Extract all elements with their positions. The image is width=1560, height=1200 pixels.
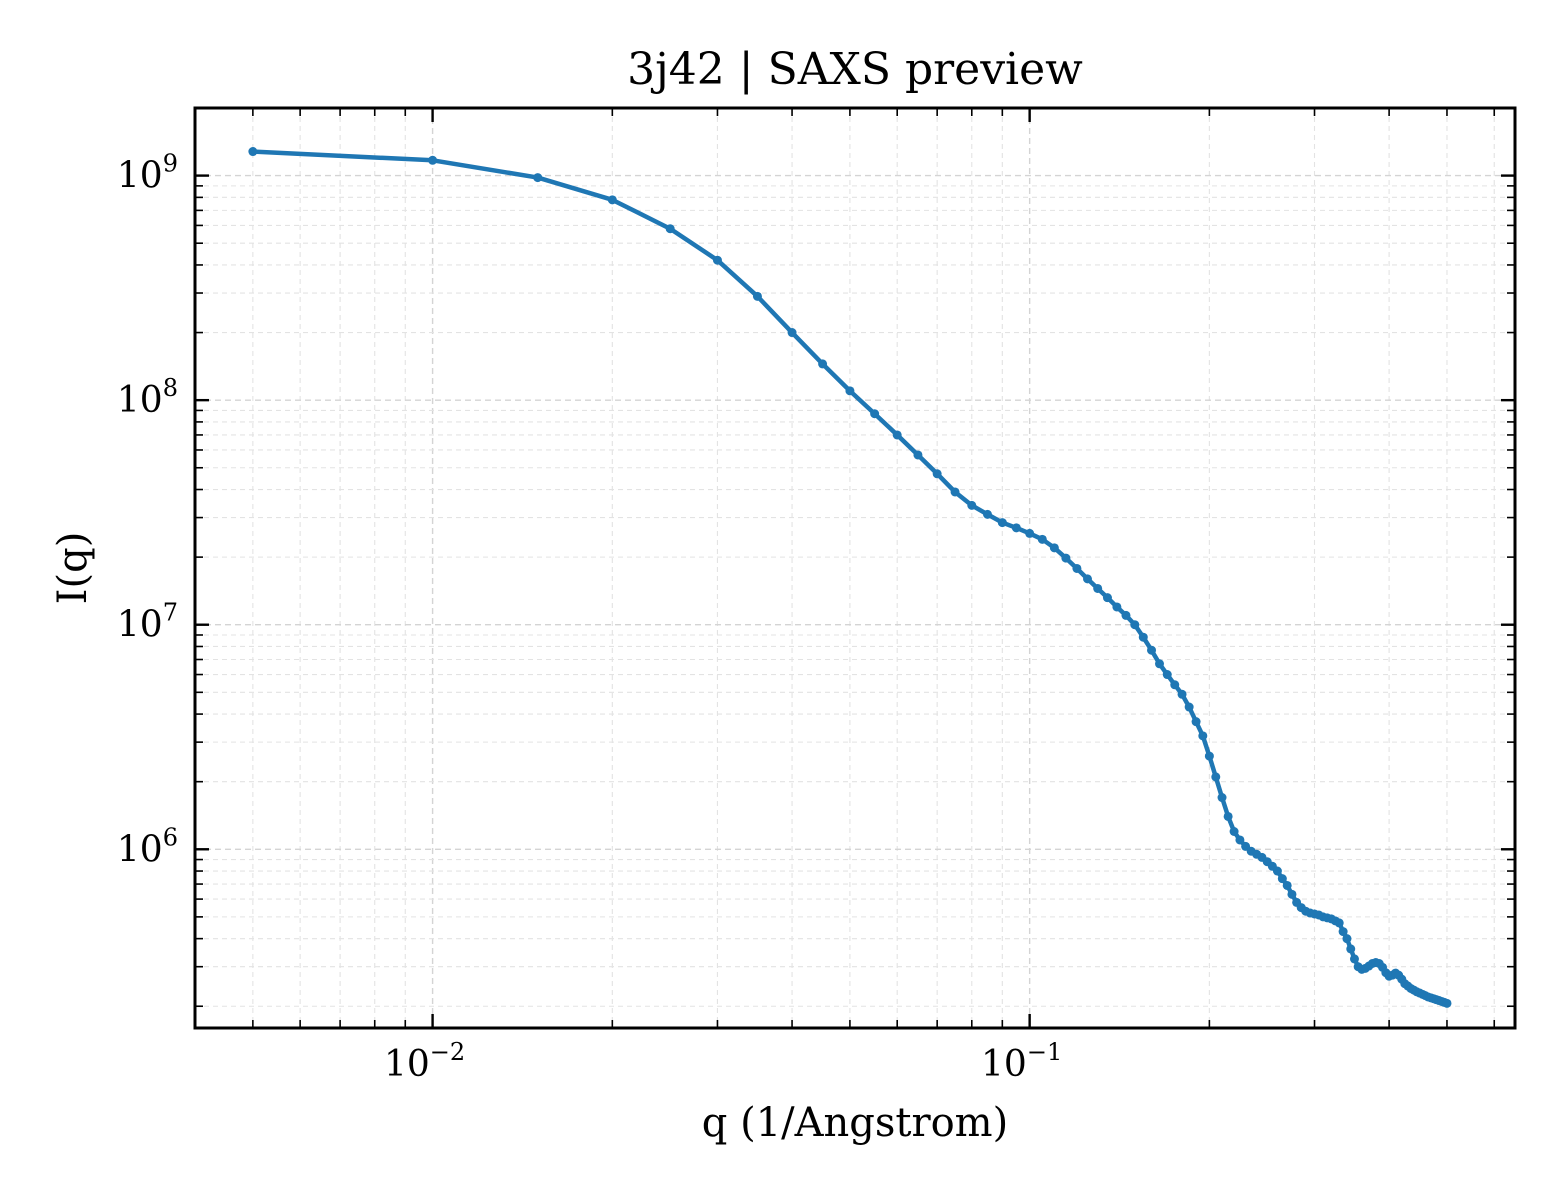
data-point <box>1155 659 1164 669</box>
data-point <box>1037 534 1047 544</box>
data-point <box>983 509 993 519</box>
data-point <box>1342 934 1352 944</box>
data-point <box>1061 553 1071 563</box>
data-point <box>1072 563 1082 573</box>
data-point <box>1349 954 1359 964</box>
data-point <box>752 291 762 301</box>
y-tick-label-base: 10 <box>117 829 163 870</box>
data-point <box>1102 593 1112 603</box>
data-point <box>1223 811 1233 821</box>
data-point <box>997 518 1007 528</box>
chart-title: 3j42 | SAXS preview <box>627 44 1083 95</box>
data-point <box>1346 944 1356 954</box>
data-point <box>1184 702 1194 712</box>
y-tick-label-exponent: 6 <box>163 823 178 851</box>
x-tick-label-exponent: −1 <box>1027 1038 1062 1066</box>
data-point <box>665 224 675 234</box>
data-point <box>1083 574 1093 584</box>
plot-frame <box>193 106 1517 1030</box>
data-point <box>1282 880 1292 890</box>
data-point <box>1338 927 1348 937</box>
y-tick-label-base: 10 <box>117 380 163 421</box>
y-tick-label-base: 10 <box>117 605 163 646</box>
data-point <box>607 195 617 205</box>
data-point <box>1147 645 1157 655</box>
x-tick-label-base: 10 <box>384 1044 430 1085</box>
x-tick-label: 10−1 <box>981 1038 1062 1085</box>
data-point <box>1442 998 1452 1008</box>
data-point <box>1334 918 1344 928</box>
data-point <box>1121 610 1131 620</box>
y-tick-label: 106 <box>117 823 178 870</box>
data-point <box>1191 717 1201 727</box>
x-tick-label-base: 10 <box>981 1044 1027 1085</box>
x-axis-label: q (1/Angstrom) <box>702 1100 1008 1146</box>
data-point <box>1130 620 1140 630</box>
data-point <box>428 155 438 165</box>
x-tick-label: 10−2 <box>384 1038 465 1085</box>
grid-lines <box>194 107 1515 1028</box>
data-point <box>1287 889 1297 899</box>
data-point <box>913 450 923 460</box>
data-point <box>950 487 960 497</box>
data-point <box>845 386 855 396</box>
y-tick-label-exponent: 7 <box>163 599 178 627</box>
data-point <box>533 173 543 183</box>
data-point <box>1217 793 1227 803</box>
data-series <box>248 147 1452 1008</box>
y-tick-label: 108 <box>117 374 178 421</box>
axis-ticks <box>194 107 1515 1028</box>
data-point <box>1177 689 1187 699</box>
x-tick-label-exponent: −2 <box>430 1038 465 1066</box>
data-point <box>1011 523 1021 533</box>
data-point <box>818 359 828 369</box>
data-point <box>892 430 902 440</box>
y-tick-label-exponent: 9 <box>163 150 178 178</box>
data-point <box>1112 602 1122 612</box>
data-point <box>1204 751 1214 761</box>
data-point <box>1138 632 1148 642</box>
data-point <box>1093 583 1103 593</box>
data-point <box>1277 874 1287 884</box>
data-point <box>1272 866 1282 876</box>
data-point <box>1198 731 1208 741</box>
data-point <box>1025 528 1035 538</box>
data-point <box>787 328 797 338</box>
data-point <box>1229 827 1239 836</box>
data-point <box>1235 835 1245 845</box>
y-axis-label: I(q) <box>50 532 96 605</box>
y-tick-label: 107 <box>117 599 178 646</box>
data-point <box>1170 680 1180 690</box>
data-point <box>967 500 977 510</box>
data-point <box>712 255 722 265</box>
data-point <box>1162 670 1172 680</box>
data-point <box>870 409 880 419</box>
data-point <box>1211 772 1221 782</box>
data-point <box>248 147 258 157</box>
y-tick-label-base: 10 <box>117 156 163 197</box>
y-tick-label: 109 <box>117 150 178 197</box>
data-point <box>1049 543 1059 553</box>
y-tick-label-exponent: 8 <box>163 374 178 402</box>
data-point <box>932 469 942 479</box>
